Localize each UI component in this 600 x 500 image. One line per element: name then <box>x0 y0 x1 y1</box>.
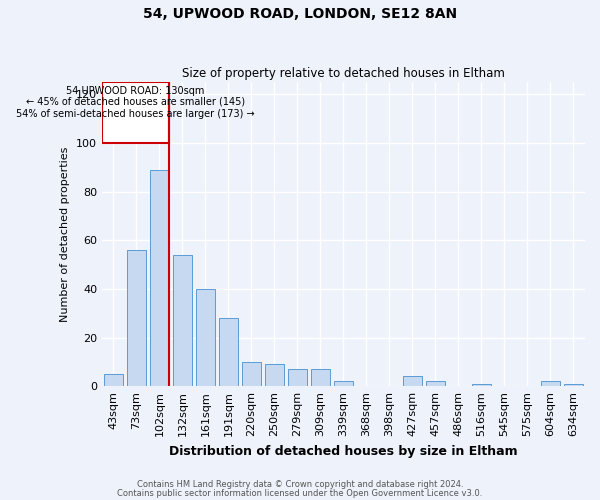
Bar <box>311 369 330 386</box>
Text: 54% of semi-detached houses are larger (173) →: 54% of semi-detached houses are larger (… <box>16 109 255 119</box>
Bar <box>242 362 261 386</box>
Bar <box>218 318 238 386</box>
Bar <box>564 384 583 386</box>
Bar <box>173 255 192 386</box>
Bar <box>102 82 169 143</box>
Bar <box>403 376 422 386</box>
Bar <box>149 170 169 386</box>
Title: Size of property relative to detached houses in Eltham: Size of property relative to detached ho… <box>182 66 505 80</box>
Bar <box>265 364 284 386</box>
Bar <box>472 384 491 386</box>
Y-axis label: Number of detached properties: Number of detached properties <box>61 146 70 322</box>
Bar <box>334 382 353 386</box>
Bar <box>426 382 445 386</box>
Bar <box>196 289 215 386</box>
Bar <box>541 382 560 386</box>
X-axis label: Distribution of detached houses by size in Eltham: Distribution of detached houses by size … <box>169 444 518 458</box>
Bar <box>127 250 146 386</box>
Text: Contains public sector information licensed under the Open Government Licence v3: Contains public sector information licen… <box>118 489 482 498</box>
Text: 54, UPWOOD ROAD, LONDON, SE12 8AN: 54, UPWOOD ROAD, LONDON, SE12 8AN <box>143 8 457 22</box>
Bar <box>104 374 123 386</box>
Text: ← 45% of detached houses are smaller (145): ← 45% of detached houses are smaller (14… <box>26 96 245 106</box>
Bar <box>287 369 307 386</box>
Text: 54 UPWOOD ROAD: 130sqm: 54 UPWOOD ROAD: 130sqm <box>67 86 205 96</box>
Text: Contains HM Land Registry data © Crown copyright and database right 2024.: Contains HM Land Registry data © Crown c… <box>137 480 463 489</box>
